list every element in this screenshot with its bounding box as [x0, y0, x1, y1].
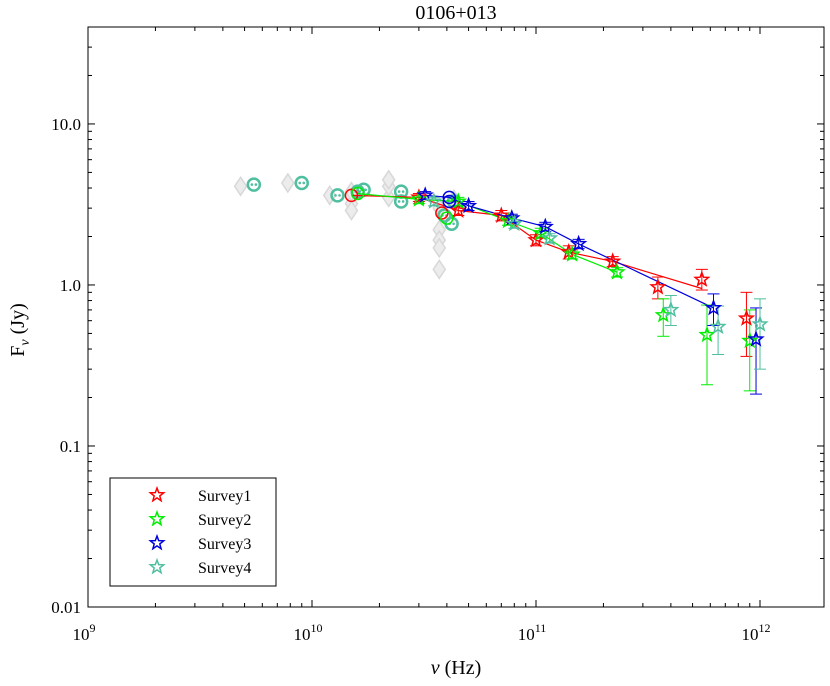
data-markers — [344, 186, 769, 349]
series-star-survey1 — [527, 230, 545, 248]
legend-box — [109, 477, 277, 587]
series-circle-survey1 — [344, 188, 359, 203]
chart-title: 0106+013 — [415, 2, 496, 24]
legend-label-survey3: Survey3 — [198, 536, 251, 553]
series-star-survey2 — [563, 245, 581, 262]
x-tick-label: 1011 — [518, 621, 547, 644]
archival-circle — [330, 188, 345, 203]
series-star-survey4 — [540, 229, 559, 246]
archival-circle — [246, 177, 262, 192]
archival-circle-dot — [397, 190, 401, 193]
series-star-survey3 — [747, 330, 765, 347]
series-star-survey4 — [709, 317, 727, 335]
y-axis-unit: (Jy) — [7, 303, 29, 339]
archival-diamond — [344, 200, 359, 221]
series-star-survey1 — [693, 270, 711, 287]
archival-circle-dot — [397, 200, 401, 203]
legend-marker-survey1 — [148, 485, 166, 503]
y-axis-main: F — [7, 346, 29, 357]
series-star-survey1 — [649, 277, 667, 295]
legend-label-survey1: Survey1 — [198, 488, 251, 505]
series-star-survey3 — [536, 217, 554, 235]
archival-diamond — [432, 237, 447, 259]
legend-label-survey2: Survey2 — [198, 512, 251, 529]
legend-marker-survey2 — [148, 509, 166, 527]
series-star-survey1 — [737, 309, 756, 326]
archival-diamond — [381, 169, 396, 191]
archival-circle-dot — [401, 190, 405, 193]
series-star-survey3 — [459, 196, 478, 214]
error-bars — [412, 191, 766, 395]
archival-circle-dot — [254, 183, 258, 186]
axis-ticks: 109 1010 1011 1012 0.01 0.1 1.0 10.0 — [51, 26, 824, 644]
legend-marker-survey4 — [148, 557, 166, 575]
y-tick-label: 0.01 — [51, 598, 81, 617]
series-star-survey2 — [410, 190, 428, 207]
series-star-survey4 — [505, 214, 523, 232]
series-star-survey1 — [410, 188, 428, 205]
x-tick-label: 1012 — [742, 621, 771, 644]
archival-circle — [393, 194, 409, 209]
legend: Survey1 Survey2 Survey3 Survey4 — [109, 477, 277, 587]
y-tick-label: 1.0 — [60, 276, 81, 295]
archival-circle-dot — [302, 181, 306, 185]
archival-circle-dot — [401, 200, 405, 203]
series-star-survey3 — [569, 234, 588, 252]
y-axis-label: Fν (Jy) — [7, 303, 33, 356]
x-axis-label: ν (Hz) — [431, 657, 482, 679]
archival-circle — [294, 175, 310, 191]
x-axis-symbol: ν — [431, 657, 440, 679]
series-star-survey2 — [449, 192, 468, 209]
legend-marker-survey3 — [148, 533, 166, 551]
archival-circle — [437, 208, 452, 223]
x-tick-label: 1010 — [294, 621, 323, 644]
x-axis-unit: (Hz) — [440, 657, 482, 679]
archival-circle-dot — [452, 222, 455, 226]
series-circle-survey2 — [350, 186, 365, 201]
archival-circle-dot — [364, 188, 367, 192]
legend-label-survey4: Survey4 — [198, 560, 251, 577]
series-star-survey4 — [425, 192, 443, 209]
series-star-survey2 — [741, 331, 759, 349]
series-star-survey4 — [751, 315, 769, 332]
series-star-survey1 — [603, 252, 622, 269]
y-tick-label: 0.1 — [60, 437, 81, 456]
archival-diamond — [233, 175, 248, 197]
series-circle-survey3 — [442, 194, 457, 209]
archival-diamond — [381, 187, 396, 208]
archival-diamond — [432, 259, 447, 280]
series-line-survey1 — [351, 194, 702, 290]
archival-points — [233, 169, 462, 280]
series-star-survey3 — [416, 186, 434, 203]
y-axis-sub: ν — [18, 339, 33, 346]
archival-circle-dot — [298, 181, 302, 185]
archival-circle-dot — [334, 194, 337, 197]
series-star-survey4 — [662, 300, 680, 318]
series-star-survey3 — [704, 298, 723, 316]
archival-circle-dot — [338, 194, 341, 197]
archival-diamond — [280, 172, 295, 194]
archival-circle-dot — [250, 183, 254, 186]
plot-frame — [87, 26, 825, 608]
series-circle-survey3 — [442, 190, 457, 205]
series-circle-survey2 — [440, 211, 454, 225]
series-star-survey2 — [608, 263, 626, 280]
series-star-survey2 — [698, 325, 716, 343]
svg-text:Fν (Jy): Fν (Jy) — [7, 303, 33, 356]
x-tick-label: 109 — [73, 621, 96, 644]
y-tick-label: 10.0 — [51, 115, 81, 134]
